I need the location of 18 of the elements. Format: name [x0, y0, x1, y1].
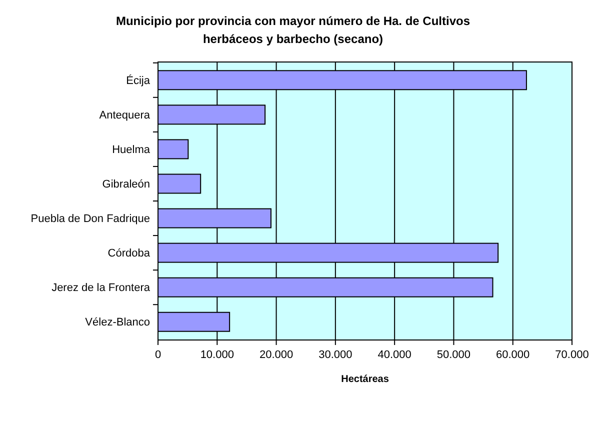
x-tick-label: 60.000 [496, 349, 530, 361]
y-tick-label: Córdoba [108, 248, 151, 260]
y-tick-label: Écija [126, 74, 151, 87]
chart-title: Municipio por provincia con mayor número de Ha. de Cultivos herbáceos y barbecho (secano) [116, 14, 470, 46]
y-tick-label: Vélez-Blanco [85, 316, 150, 329]
y-tick-label: Puebla de Don Fadrique [30, 213, 150, 226]
x-axis-title: Hectáreas [341, 374, 390, 385]
x-tick-label: 10.000 [200, 349, 234, 361]
y-tick-label: Gibraleón [102, 178, 150, 191]
y-tick-label: Huelma [112, 144, 151, 156]
y-tick-label: Antequera [99, 110, 151, 122]
x-tick-label: 20.000 [259, 349, 294, 361]
x-tick-label: 30.000 [318, 349, 352, 361]
y-tick-label: Jerez de la Frontera [52, 282, 151, 294]
x-tick-label: 40.000 [378, 349, 412, 361]
x-tick-label: 0 [154, 349, 162, 361]
x-tick-label: 50.000 [436, 349, 471, 361]
x-tick-label: 70.000 [555, 349, 589, 361]
